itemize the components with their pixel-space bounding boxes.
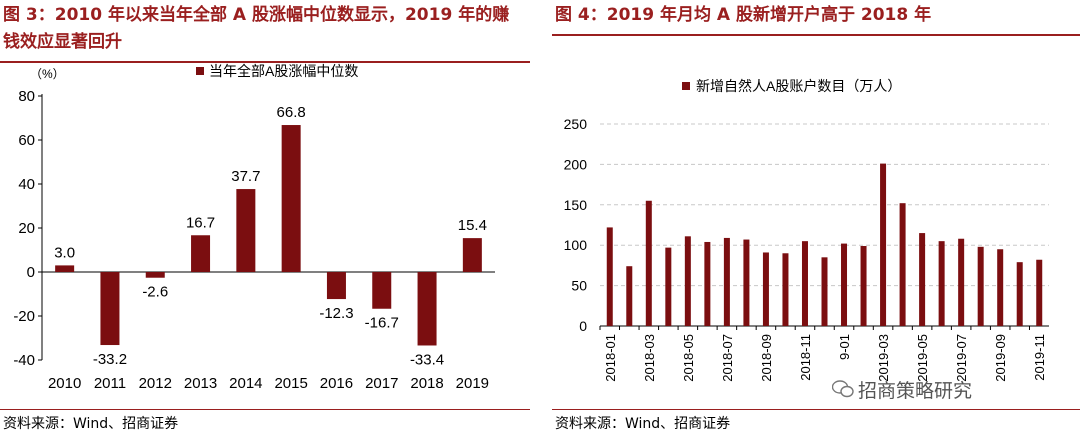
bar bbox=[645, 200, 652, 326]
bar bbox=[919, 233, 926, 326]
left-bar-chart: （%） -40 -20 0 20 40 60 80 当年全部A股涨幅中位数 3.0 2010 -33.… bbox=[13, 63, 495, 392]
x-tick-label: 9-01 bbox=[837, 334, 852, 360]
bar bbox=[782, 253, 789, 326]
left-bottom-rule bbox=[0, 409, 530, 410]
x-tick-label: 2018-09 bbox=[759, 334, 774, 382]
x-tick-label: 2016 bbox=[320, 375, 353, 392]
data-label: -33.2 bbox=[93, 351, 127, 368]
bar bbox=[704, 241, 711, 326]
x-tick-label: 2019-07 bbox=[954, 334, 969, 382]
data-label: -33.4 bbox=[410, 351, 444, 368]
bar bbox=[723, 237, 730, 326]
left-title-rule bbox=[0, 61, 530, 63]
x-tick-label: 2010 bbox=[48, 375, 81, 392]
x-tick-label: 2019 bbox=[456, 375, 489, 392]
x-tick-label: 2018-11 bbox=[798, 334, 813, 381]
legend-label: 当年全部A股涨幅中位数 bbox=[209, 63, 358, 79]
bar bbox=[684, 236, 691, 326]
bar bbox=[281, 125, 301, 272]
y-unit-label: （%） bbox=[30, 67, 65, 81]
bar bbox=[326, 272, 346, 300]
bar bbox=[236, 189, 256, 272]
y-tick-label: 40 bbox=[18, 176, 35, 193]
x-tick-label: 2019-09 bbox=[993, 334, 1008, 382]
x-tick-label: 2018 bbox=[410, 375, 443, 392]
right-source-note: 资料来源：Wind、招商证券 bbox=[555, 416, 731, 432]
x-tick-label: 2015 bbox=[274, 375, 307, 392]
right-figure-title: 图 4：2019 年月均 A 股新增开户高于 2018 年 bbox=[555, 5, 932, 25]
x-tick-label: 2013 bbox=[184, 375, 217, 392]
legend-swatch bbox=[682, 82, 690, 90]
bar bbox=[417, 272, 437, 346]
bar bbox=[462, 238, 482, 272]
left-figure-title: 图 3：2010 年以来当年全部 A 股涨幅中位数显示，2019 年的赚钱效应显… bbox=[3, 5, 510, 52]
y-tick-label: 100 bbox=[564, 237, 588, 253]
bar bbox=[938, 241, 945, 326]
bar bbox=[55, 265, 75, 272]
data-label: 15.4 bbox=[458, 217, 487, 234]
left-source-note: 资料来源：Wind、招商证券 bbox=[3, 416, 179, 432]
data-label: -16.7 bbox=[365, 315, 399, 332]
y-tick-label: -40 bbox=[13, 352, 35, 369]
left-figure-panel: 图 3：2010 年以来当年全部 A 股涨幅中位数显示，2019 年的赚钱效应显… bbox=[0, 0, 530, 437]
bar bbox=[743, 239, 750, 326]
y-tick-label: 0 bbox=[27, 264, 35, 281]
legend-swatch bbox=[196, 67, 204, 75]
bar bbox=[977, 246, 984, 326]
y-tick-label: 20 bbox=[18, 220, 35, 237]
data-label: 37.7 bbox=[231, 168, 260, 185]
bar bbox=[958, 238, 965, 326]
x-tick-label: 2018-01 bbox=[603, 334, 618, 382]
y-tick-label: -20 bbox=[13, 308, 35, 325]
x-tick-label: 2018-07 bbox=[720, 334, 735, 382]
bar bbox=[841, 243, 848, 326]
data-label: -12.3 bbox=[319, 305, 353, 322]
x-tick-label: 2014 bbox=[229, 375, 262, 392]
right-bar-chart: 0 50 100 150 200 250 新增自然人A股账户数目（万人） 2018-01 201… bbox=[564, 78, 1049, 382]
data-label: 16.7 bbox=[186, 214, 215, 231]
x-tick-label: 2019-03 bbox=[876, 334, 891, 382]
bar bbox=[191, 235, 211, 272]
right-figure-panel: 图 4：2019 年月均 A 股新增开户高于 2018 年 0 50 100 150 2… bbox=[552, 0, 1080, 437]
y-tick-label: 250 bbox=[564, 116, 588, 132]
y-tick-label: 50 bbox=[571, 278, 587, 294]
x-tick-label: 2018-05 bbox=[681, 334, 696, 382]
y-tick-label: 150 bbox=[564, 197, 588, 213]
x-tick-label: 2018-03 bbox=[642, 334, 657, 382]
bar bbox=[997, 249, 1004, 326]
bar bbox=[1016, 262, 1023, 326]
bar bbox=[372, 272, 392, 309]
bar bbox=[801, 241, 808, 326]
watermark-text: 招商策略研究 bbox=[858, 380, 973, 402]
data-label: 3.0 bbox=[54, 244, 75, 261]
data-label: -2.6 bbox=[142, 284, 168, 301]
x-tick-label: 2012 bbox=[139, 375, 172, 392]
y-tick-label: 0 bbox=[579, 318, 587, 334]
y-tick-label: 200 bbox=[564, 156, 588, 172]
bar bbox=[860, 246, 867, 326]
bar bbox=[762, 252, 769, 326]
bar bbox=[626, 266, 633, 326]
bar bbox=[821, 257, 828, 326]
bar bbox=[100, 272, 120, 346]
x-tick-label: 2019-05 bbox=[915, 334, 930, 382]
y-tick-label: 60 bbox=[18, 132, 35, 149]
right-bottom-rule bbox=[552, 409, 1080, 410]
bar bbox=[665, 247, 672, 326]
data-label: 66.8 bbox=[277, 104, 306, 121]
bar bbox=[145, 272, 165, 278]
bar bbox=[606, 227, 613, 326]
y-tick-label: 80 bbox=[18, 88, 35, 105]
x-tick-label: 2017 bbox=[365, 375, 398, 392]
bar bbox=[899, 203, 906, 326]
x-tick-label: 2011 bbox=[94, 375, 126, 392]
bar bbox=[880, 163, 887, 326]
right-title-rule bbox=[552, 34, 1080, 36]
bar bbox=[1036, 259, 1043, 326]
x-tick-label: 2019-11 bbox=[1032, 334, 1047, 381]
legend-label: 新增自然人A股账户数目（万人） bbox=[696, 78, 901, 94]
wechat-icon bbox=[832, 380, 854, 398]
